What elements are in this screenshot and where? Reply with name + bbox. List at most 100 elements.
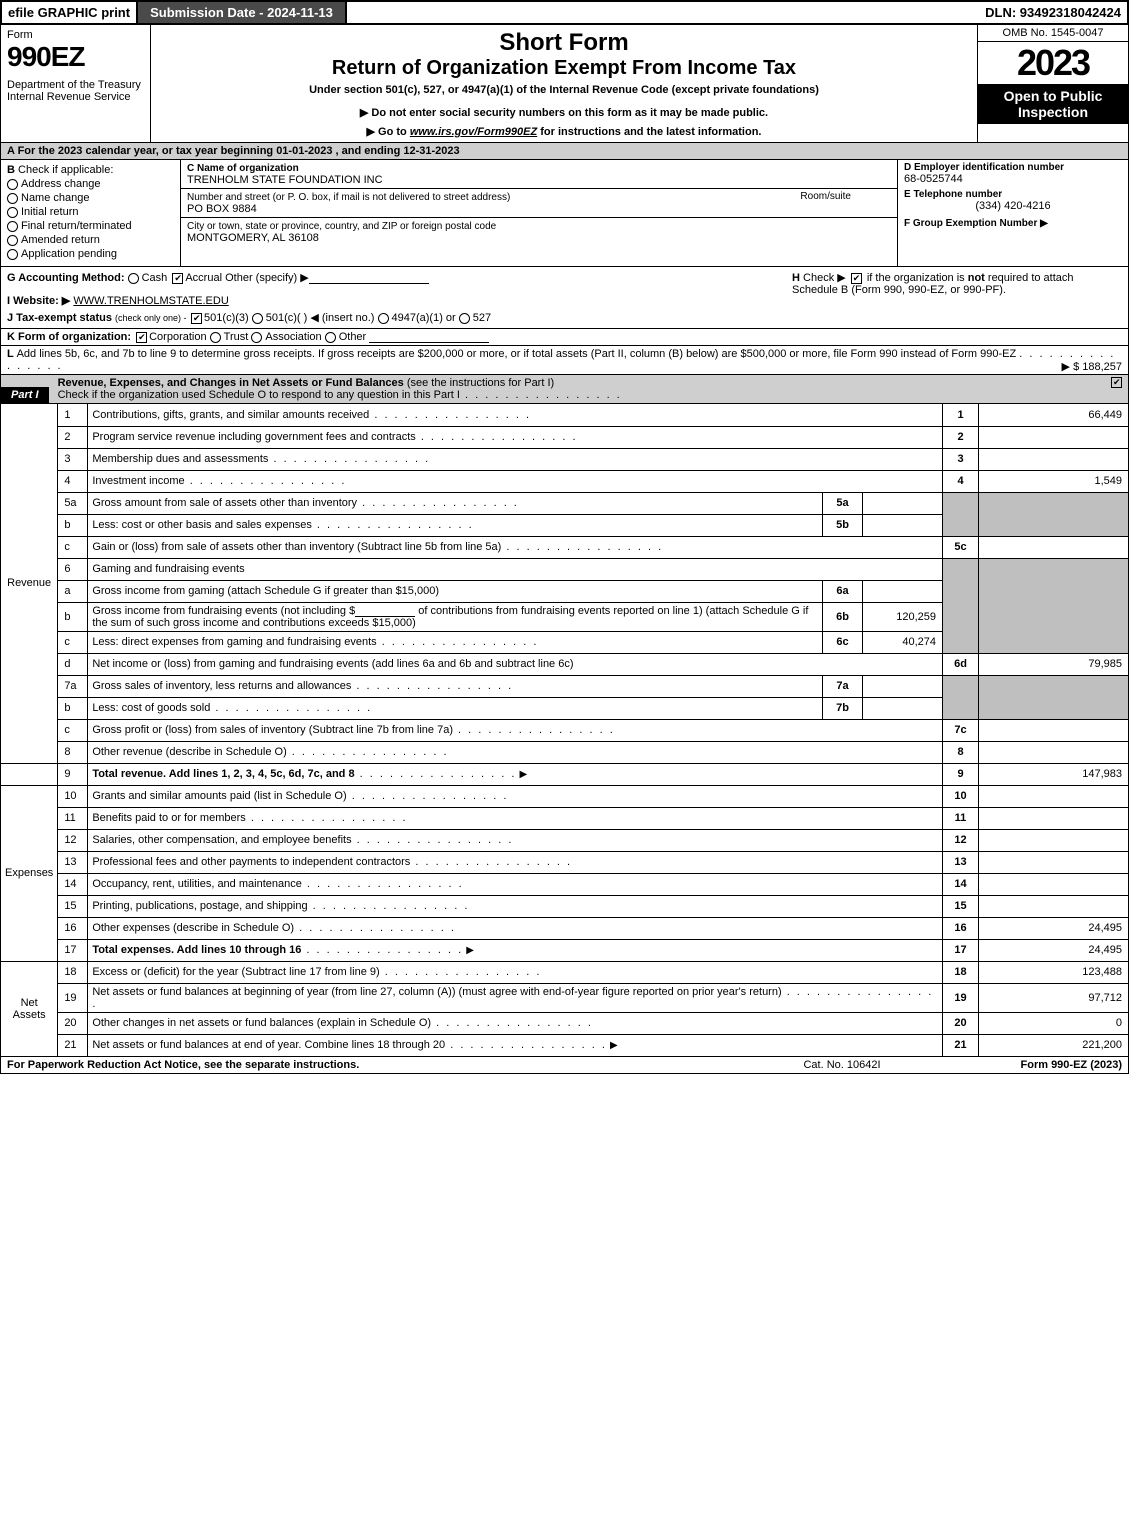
c-name-row: C Name of organization TRENHOLM STATE FO… <box>181 160 897 189</box>
goto-suffix: for instructions and the latest informat… <box>540 126 761 138</box>
j-501c3: 501(c)(3) <box>204 312 249 324</box>
row-10: Expenses 10Grants and similar amounts pa… <box>1 785 1129 807</box>
header-block: Form 990EZ Department of the Treasury In… <box>0 25 1129 143</box>
part-i-header: Part I Revenue, Expenses, and Changes in… <box>0 375 1129 404</box>
section-k: K Form of organization: Corporation Trus… <box>0 329 1129 346</box>
k-assoc: Association <box>265 331 321 343</box>
topbar: efile GRAPHIC print Submission Date - 20… <box>0 0 1129 25</box>
opt-final-return[interactable]: Final return/terminated <box>7 220 174 232</box>
other-label: Other (specify) ▶ <box>225 272 309 284</box>
k-other: Other <box>339 331 367 343</box>
k-corp: Corporation <box>149 331 206 343</box>
row-12: 12Salaries, other compensation, and empl… <box>1 829 1129 851</box>
e-label: E Telephone number <box>904 189 1122 200</box>
room-label: Room/suite <box>800 191 851 202</box>
arrow-icon <box>466 944 474 956</box>
row-1: Revenue 1Contributions, gifts, grants, a… <box>1 404 1129 426</box>
other-input[interactable] <box>309 272 429 284</box>
opt-name-change[interactable]: Name change <box>7 192 174 204</box>
row-21: 21Net assets or fund balances at end of … <box>1 1034 1129 1056</box>
d-label: D Employer identification number <box>904 162 1122 173</box>
cash-radio[interactable] <box>128 273 139 284</box>
arrow-icon <box>519 768 527 780</box>
netassets-side: Net Assets <box>5 997 53 1021</box>
g-label: G Accounting Method: <box>7 272 125 284</box>
k-trust-radio[interactable] <box>210 332 221 343</box>
city-label: City or town, state or province, country… <box>187 221 496 232</box>
accrual-checkbox[interactable] <box>172 273 183 284</box>
k-other-input[interactable] <box>369 331 489 343</box>
section-b: B Check if applicable: Address change Na… <box>1 160 181 266</box>
l-text: Add lines 5b, 6c, and 7b to line 9 to de… <box>17 348 1017 360</box>
section-c: C Name of organization TRENHOLM STATE FO… <box>181 160 898 266</box>
section-d: D Employer identification number 68-0525… <box>898 160 1128 266</box>
j-527: 527 <box>473 312 491 324</box>
opt-amended-return[interactable]: Amended return <box>7 234 174 246</box>
omb-number: OMB No. 1545-0047 <box>978 25 1128 42</box>
graphic-label: GRAPHIC <box>38 5 102 20</box>
cash-label: Cash <box>142 272 168 284</box>
section-h: H Check ▶ if the organization is not req… <box>792 271 1122 324</box>
6b-amount-input[interactable] <box>355 605 415 617</box>
website-link[interactable]: WWW.TRENHOLMSTATE.EDU <box>73 295 228 307</box>
row-6d: dNet income or (loss) from gaming and fu… <box>1 653 1129 675</box>
part-i-check: Check if the organization used Schedule … <box>58 389 460 401</box>
row-20: 20Other changes in net assets or fund ba… <box>1 1012 1129 1034</box>
part-i-checkbox[interactable] <box>1111 377 1122 388</box>
city-value: MONTGOMERY, AL 36108 <box>187 232 319 244</box>
j-4947-radio[interactable] <box>378 313 389 324</box>
j-501c3-checkbox[interactable] <box>191 313 202 324</box>
k-corp-checkbox[interactable] <box>136 332 147 343</box>
revenue-side: Revenue <box>5 577 53 589</box>
opt-application-pending[interactable]: Application pending <box>7 248 174 260</box>
row-9: 9Total revenue. Add lines 1, 2, 3, 4, 5c… <box>1 763 1129 785</box>
k-other-radio[interactable] <box>325 332 336 343</box>
l-label: L <box>7 348 17 360</box>
row-5a: 5aGross amount from sale of assets other… <box>1 492 1129 514</box>
row-7a: 7aGross sales of inventory, less returns… <box>1 675 1129 697</box>
k-trust: Trust <box>224 331 249 343</box>
street-value: PO BOX 9884 <box>187 203 257 215</box>
main-head: B Check if applicable: Address change Na… <box>0 160 1129 267</box>
arrow-icon <box>610 1039 618 1051</box>
row-18: Net Assets 18Excess or (deficit) for the… <box>1 961 1129 983</box>
form-number: 990EZ <box>7 41 144 73</box>
h-t2: if the organization is <box>867 272 968 284</box>
row-16: 16Other expenses (describe in Schedule O… <box>1 917 1129 939</box>
section-a: A For the 2023 calendar year, or tax yea… <box>0 143 1129 160</box>
k-assoc-radio[interactable] <box>251 332 262 343</box>
part-i-table: Revenue 1Contributions, gifts, grants, a… <box>0 404 1129 1057</box>
h-label: H <box>792 272 800 284</box>
opt-initial-return[interactable]: Initial return <box>7 206 174 218</box>
header-left: Form 990EZ Department of the Treasury In… <box>1 25 151 142</box>
b-label: B <box>7 164 15 176</box>
row-3: 3Membership dues and assessments3 <box>1 448 1129 470</box>
form-label: Form <box>7 29 144 41</box>
f-label: F Group Exemption Number ▶ <box>904 218 1122 229</box>
row-4: 4Investment income41,549 <box>1 470 1129 492</box>
h-checkbox[interactable] <box>851 273 862 284</box>
row-6: 6Gaming and fundraising events <box>1 558 1129 580</box>
row-19: 19Net assets or fund balances at beginni… <box>1 983 1129 1012</box>
topbar-spacer <box>347 2 979 23</box>
i-label: I Website: ▶ <box>7 295 70 307</box>
footer-form: Form 990-EZ (2023) <box>942 1059 1122 1071</box>
irs-link[interactable]: www.irs.gov/Form990EZ <box>410 126 537 138</box>
footer-catno: Cat. No. 10642I <box>742 1059 942 1071</box>
j-527-radio[interactable] <box>459 313 470 324</box>
efile-print[interactable]: efile GRAPHIC print <box>2 2 138 23</box>
goto-prefix: ▶ Go to <box>367 126 410 138</box>
h-not: not <box>968 272 985 284</box>
row-8: 8Other revenue (describe in Schedule O)8 <box>1 741 1129 763</box>
opt-address-change[interactable]: Address change <box>7 178 174 190</box>
section-l: L Add lines 5b, 6c, and 7b to line 9 to … <box>0 346 1129 375</box>
j-501c-radio[interactable] <box>252 313 263 324</box>
row-5c: cGain or (loss) from sale of assets othe… <box>1 536 1129 558</box>
row-17: 17Total expenses. Add lines 10 through 1… <box>1 939 1129 961</box>
h-check: Check ▶ <box>803 272 846 284</box>
c-street-row: Number and street (or P. O. box, if mail… <box>181 189 897 218</box>
department: Department of the Treasury Internal Reve… <box>7 79 144 103</box>
short-form-title: Short Form <box>157 29 971 57</box>
footer: For Paperwork Reduction Act Notice, see … <box>0 1057 1129 1074</box>
expenses-side: Expenses <box>5 867 53 879</box>
